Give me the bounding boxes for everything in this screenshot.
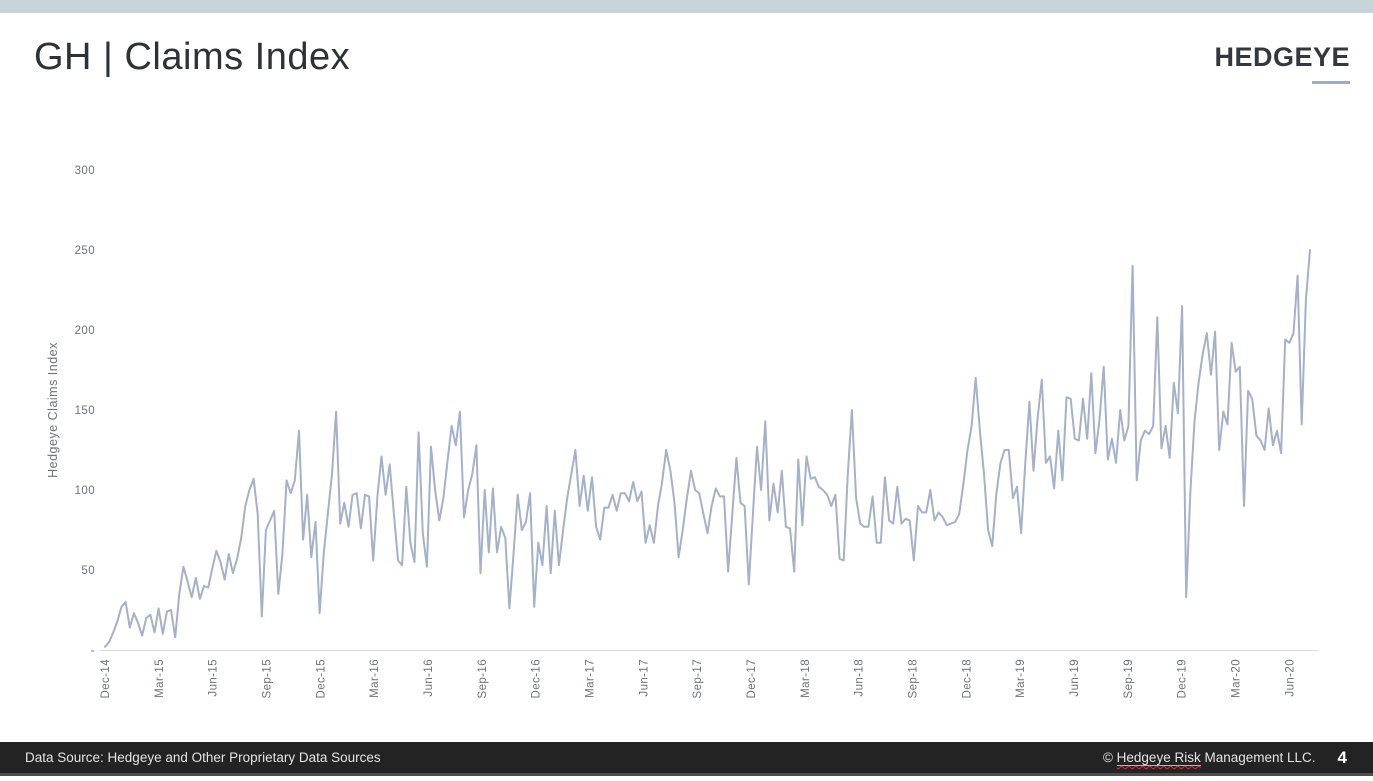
x-tick-label: Jun-18 xyxy=(854,659,866,697)
copyright-prefix: © xyxy=(1102,750,1117,765)
copyright-suffix: Management LLC. xyxy=(1200,750,1316,765)
x-tick-label: Sep-16 xyxy=(477,659,489,698)
hedgeye-logo: HEDGEYE xyxy=(1214,42,1350,72)
y-tick-label: 200 xyxy=(75,325,95,337)
x-tick-label: Jun-15 xyxy=(208,659,220,697)
page-title: GH | Claims Index xyxy=(34,36,351,78)
x-tick-label: Mar-20 xyxy=(1231,659,1243,698)
y-tick-label: 300 xyxy=(75,165,95,177)
x-tick-label: Mar-16 xyxy=(369,659,381,698)
x-tick-label: Sep-19 xyxy=(1123,659,1135,698)
y-tick-label: 250 xyxy=(75,245,95,257)
x-tick-label: Dec-14 xyxy=(100,659,112,699)
data-source-text: Data Source: Hedgeye and Other Proprieta… xyxy=(25,750,381,765)
page-number: 4 xyxy=(1337,747,1347,767)
x-tick-label: Dec-17 xyxy=(746,659,758,698)
footer-right: © Hedgeye Risk Management LLC. 4 xyxy=(1103,748,1373,768)
x-tick-label: Mar-18 xyxy=(800,659,812,698)
x-tick-label: Mar-15 xyxy=(154,659,166,698)
x-tick-label: Dec-18 xyxy=(961,659,973,698)
y-tick-label: 150 xyxy=(75,405,95,417)
y-tick-label: 50 xyxy=(81,565,95,577)
copyright-underlined-text: Hedgeye Risk xyxy=(1116,750,1201,766)
x-tick-label: Dec-15 xyxy=(315,659,327,698)
footer-bar: Data Source: Hedgeye and Other Proprieta… xyxy=(0,742,1373,776)
x-tick-label: Jun-17 xyxy=(638,659,650,697)
x-tick-label: Sep-18 xyxy=(908,659,920,698)
top-accent-bar xyxy=(0,0,1373,13)
y-axis-title: Hedgeye Claims Index xyxy=(46,342,60,478)
x-tick-label: Mar-19 xyxy=(1015,659,1027,698)
copyright-text: © Hedgeye Risk Management LLC. xyxy=(1102,750,1316,766)
x-tick-label: Sep-17 xyxy=(692,659,704,698)
claims-index-line xyxy=(104,249,1311,648)
x-tick-label: Jun-16 xyxy=(423,659,435,697)
x-tick-label: Dec-19 xyxy=(1177,659,1189,698)
x-tick-label: Dec-16 xyxy=(531,659,543,698)
x-tick-label: Mar-17 xyxy=(585,659,597,698)
y-tick-label: 100 xyxy=(75,485,95,497)
x-tick-label: Jun-20 xyxy=(1284,659,1296,697)
y-tick-label: - xyxy=(91,645,95,657)
x-tick-label: Jun-19 xyxy=(1069,659,1081,697)
x-tick-label: Sep-15 xyxy=(262,659,274,698)
logo-underline xyxy=(1312,81,1350,84)
